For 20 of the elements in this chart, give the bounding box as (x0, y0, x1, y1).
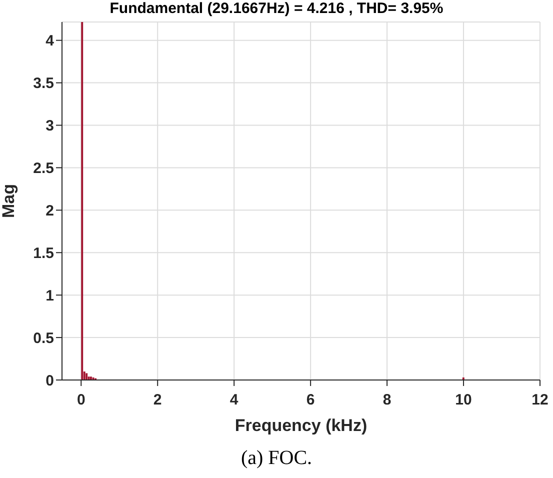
x-axis-title: Frequency (kHz) (234, 416, 368, 435)
text: (a) FOC. (240, 447, 314, 470)
y-tick-label: 2.5 (33, 160, 54, 178)
x-tick-label: 6 (306, 392, 315, 409)
x-tick-label: 4 (230, 392, 239, 409)
y-tick-label: 1.5 (33, 244, 54, 262)
y-tick-label: 4 (46, 32, 55, 50)
x-tick-label: 0 (76, 392, 86, 409)
x-tick-label: 2 (153, 392, 162, 409)
chart-title: Fundamental (29.1667Hz) = 4.216 , THD= 3.95% (108, 0, 444, 17)
y-tick-label: 0.5 (33, 330, 54, 347)
x-tick-label: 12 (532, 392, 548, 409)
x-tick-label: 10 (455, 392, 472, 409)
y-axis-title: Mag (0, 184, 18, 218)
y-tick-label: 2 (46, 202, 54, 220)
y-tick-label: 3.5 (33, 75, 54, 92)
y-tick-label: 1 (46, 287, 54, 304)
x-tick-label: 8 (382, 392, 392, 409)
y-tick-label: 0 (46, 372, 54, 390)
y-tick-label: 3 (46, 118, 54, 135)
